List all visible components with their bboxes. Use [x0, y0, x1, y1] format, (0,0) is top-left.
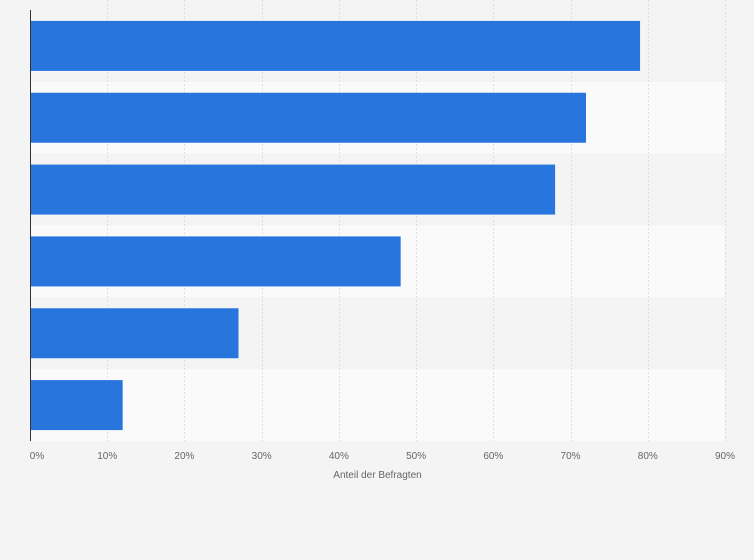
x-tick-label: 90% — [715, 451, 735, 462]
bar — [30, 164, 556, 215]
row-bands — [30, 10, 725, 441]
x-tick-label: 20% — [174, 451, 194, 462]
x-tick-labels: 0% 10% 20% 30% 40% 50% 60% 70% 80% 90% — [30, 451, 735, 462]
bar — [30, 380, 123, 431]
x-tick-label: 50% — [406, 451, 426, 462]
x-axis-title: Anteil der Befragten — [333, 470, 421, 481]
x-tick-label: 10% — [97, 451, 117, 462]
x-tick-label: 30% — [252, 451, 272, 462]
x-tick-label: 40% — [329, 451, 349, 462]
x-tick-label: 70% — [561, 451, 581, 462]
x-tick-label: 0% — [30, 451, 45, 462]
row-band — [30, 369, 725, 441]
bar — [30, 20, 641, 71]
bar — [30, 236, 401, 287]
bar — [30, 308, 239, 359]
bar — [30, 92, 586, 143]
bars — [30, 20, 641, 431]
grid-lines — [107, 0, 726, 441]
x-tick-label: 60% — [483, 451, 503, 462]
x-tick-label: 80% — [638, 451, 658, 462]
